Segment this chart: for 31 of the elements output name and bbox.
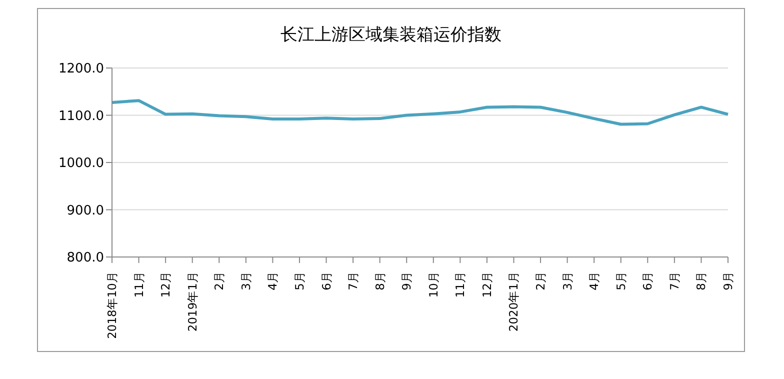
line-series [110,99,730,126]
x-tick-label: 6月 [319,271,334,290]
x-tick-label: 5月 [292,271,306,290]
x-tick-label: 9月 [721,271,735,290]
x-tick-label: 2020年1月 [506,271,521,332]
x-tick-label: 2月 [212,271,226,290]
x-tick-label: 7月 [346,271,360,290]
x-tick-label: 6月 [640,271,655,290]
y-tick-label: 900.0 [66,203,104,218]
x-tick-label: 12月 [480,271,494,298]
x-tick-label: 4月 [266,271,280,290]
x-tick-label: 7月 [667,271,682,290]
x-tick-label: 2018年10月 [105,271,119,339]
y-tick-label: 1100.0 [58,108,104,124]
chart-title: 长江上游区域集装箱运价指数 [280,24,502,47]
x-tick-label: 2019年1月 [185,271,200,332]
y-tick-label: 800.0 [66,250,104,266]
x-tick-label: 8月 [372,271,387,290]
x-tick-label: 10月 [426,271,440,298]
x-tick-label: 4月 [587,271,602,290]
x-tick-label: 3月 [238,271,253,290]
x-tick-label: 8月 [694,271,708,290]
x-tick-label: 3月 [560,271,574,290]
x-tick-label: 2月 [534,271,548,290]
x-tick-label: 5月 [614,271,628,290]
x-tick-label: 12月 [158,271,173,298]
x-tick-label: 11月 [453,271,468,298]
x-tick-label: 11月 [132,271,146,298]
y-tick-label: 1000.0 [58,156,104,172]
x-tick-label: 9月 [400,271,414,290]
y-tick-label: 1200.0 [58,62,104,77]
